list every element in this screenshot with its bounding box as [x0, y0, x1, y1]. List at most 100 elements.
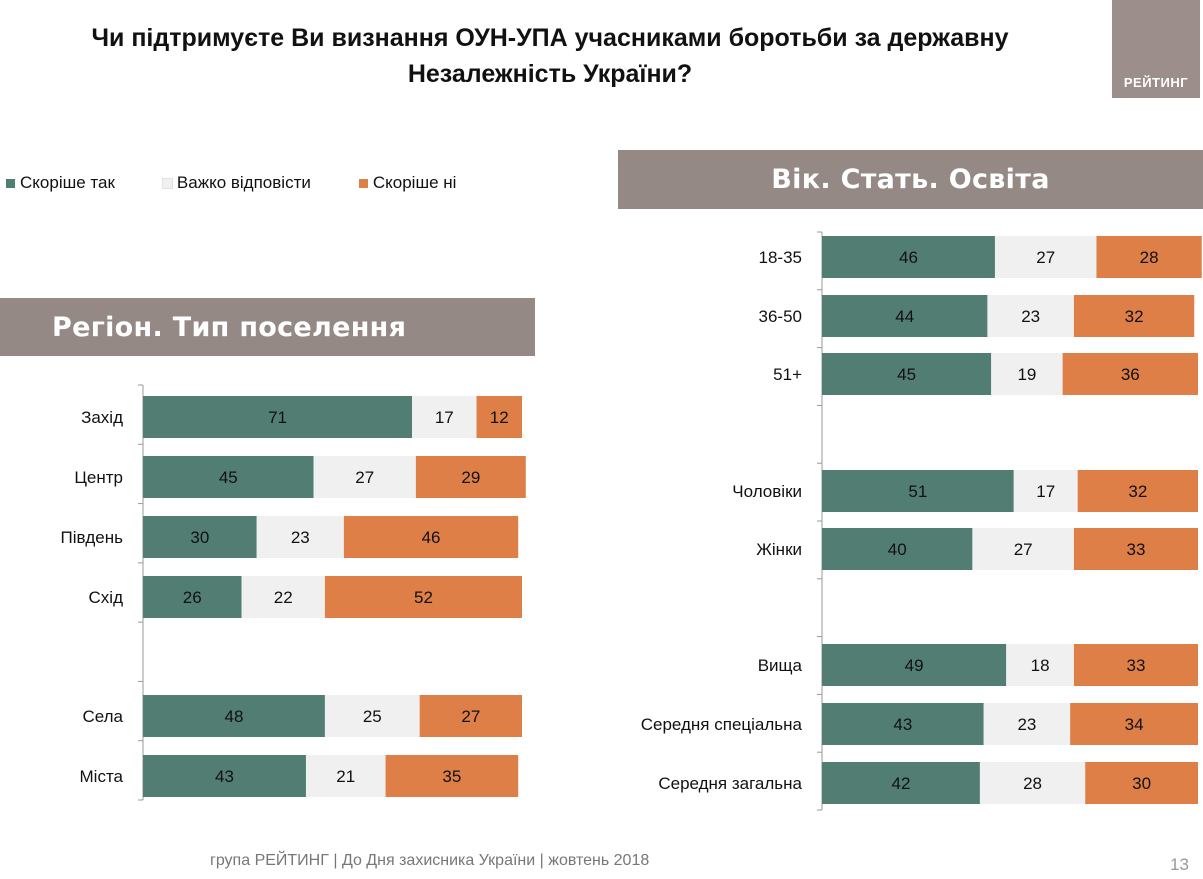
region-value-label: 46 [422, 528, 441, 547]
demo-bar-no [1070, 703, 1198, 745]
footer-text: група РЕЙТИНГ | До Дня захисника України… [210, 852, 650, 869]
demo-bar-hard [991, 353, 1063, 395]
demo-value-label: 34 [1125, 715, 1144, 734]
demo-value-label: 45 [897, 365, 916, 384]
region-bar-yes [143, 456, 314, 498]
demo-value-label: 49 [905, 656, 924, 675]
region-value-label: 52 [414, 588, 433, 607]
region-value-label: 71 [268, 408, 287, 427]
region-category-label: Села [82, 707, 123, 726]
demo-bar-hard [1013, 470, 1078, 512]
legend-item-no: Скоріше ні [358, 173, 457, 193]
region-category-label: Південь [61, 528, 124, 547]
demo-category-label: Середня загальна [658, 774, 802, 793]
demo-value-label: 19 [1017, 365, 1036, 384]
region-value-label: 23 [291, 528, 310, 547]
region-value-label: 12 [490, 408, 509, 427]
demo-value-label: 28 [1023, 774, 1042, 793]
demo-bar-yes [822, 295, 988, 337]
demo-value-label: 23 [1021, 307, 1040, 326]
demo-bar-no [1073, 295, 1195, 337]
rating-logo: РЕЙТИНГ [1112, 0, 1200, 98]
demo-bar-no [1096, 236, 1202, 278]
demo-bar-no [1062, 353, 1198, 395]
region-value-label: 29 [461, 468, 480, 487]
region-bar-hard [305, 755, 386, 797]
region-bar-no [324, 576, 522, 618]
demo-value-label: 28 [1140, 248, 1159, 267]
legend-label-hard: Важко відповісти [176, 173, 311, 192]
demo-bar-yes [822, 470, 1014, 512]
region-value-label: 21 [336, 767, 355, 786]
demo-bar-no [1073, 644, 1198, 686]
region-bar-no [419, 695, 522, 737]
region-bar-hard [256, 516, 344, 558]
demo-bar-no [1073, 528, 1198, 570]
demo-category-label: Чоловіки [732, 482, 802, 501]
region-bar-yes [143, 516, 257, 558]
region-bar-hard [241, 576, 325, 618]
title-line-1: Чи підтримуєте Ви визнання ОУН-УПА учасн… [91, 24, 1009, 52]
legend-item-yes: Скоріше так [6, 173, 115, 193]
legend-swatch-yes [6, 178, 15, 188]
banner-region: Регіон. Тип поселення [0, 298, 535, 356]
demo-bar-hard [994, 236, 1097, 278]
demo-bar-hard [972, 528, 1074, 570]
region-bar-hard [324, 695, 420, 737]
demo-bar-hard [979, 762, 1086, 804]
region-value-label: 27 [461, 707, 480, 726]
legend: Скоріше так Важко відповісти Скоріше ні [6, 173, 504, 193]
region-value-label: 27 [355, 468, 374, 487]
region-bar-no [476, 396, 522, 438]
title-line-2: Незалежність України? [407, 60, 693, 88]
demo-value-label: 33 [1126, 656, 1145, 675]
region-value-label: 35 [442, 767, 461, 786]
region-value-label: 25 [363, 707, 382, 726]
demo-bar-yes [822, 236, 995, 278]
region-category-label: Захід [81, 408, 123, 427]
demo-value-label: 18 [1031, 656, 1050, 675]
demo-value-label: 23 [1017, 715, 1036, 734]
region-bar-no [415, 456, 526, 498]
region-value-label: 22 [274, 588, 293, 607]
demo-bar-hard [1006, 644, 1074, 686]
page-number: 13 [1170, 855, 1189, 874]
region-value-label: 26 [183, 588, 202, 607]
legend-label-no: Скоріше ні [372, 173, 457, 192]
demo-bar-hard [987, 295, 1074, 337]
region-bar-yes [143, 576, 242, 618]
region-bar-yes [143, 396, 413, 438]
demo-category-label: Жінки [756, 540, 802, 559]
region-bar-no [385, 755, 519, 797]
region-bar-hard [412, 396, 477, 438]
demo-category-label: 51+ [773, 365, 802, 384]
demo-bar-yes [822, 762, 980, 804]
demo-category-label: 18-35 [759, 248, 802, 267]
region-value-label: 43 [215, 767, 234, 786]
demo-value-label: 27 [1036, 248, 1055, 267]
legend-label-yes: Скоріше так [20, 173, 115, 192]
region-bar-no [343, 516, 519, 558]
legend-swatch-no [358, 178, 368, 188]
demo-bar-yes [822, 644, 1007, 686]
region-category-label: Центр [74, 468, 123, 487]
region-value-label: 30 [190, 528, 209, 547]
demo-value-label: 42 [891, 774, 910, 793]
demo-value-label: 36 [1121, 365, 1140, 384]
region-category-label: Міста [80, 767, 124, 786]
region-bar-yes [143, 695, 325, 737]
demo-value-label: 33 [1126, 540, 1145, 559]
demo-value-label: 43 [893, 715, 912, 734]
demo-value-label: 51 [908, 482, 927, 501]
demo-category-label: 36-50 [759, 307, 802, 326]
demo-bar-yes [822, 353, 992, 395]
demo-bar-no [1077, 470, 1198, 512]
chart-title: Чи підтримуєте Ви визнання ОУН-УПА учасн… [30, 20, 1070, 92]
region-value-label: 45 [219, 468, 238, 487]
demo-bar-no [1085, 762, 1198, 804]
region-value-label: 17 [435, 408, 454, 427]
demo-value-label: 32 [1128, 482, 1147, 501]
region-value-label: 48 [224, 707, 243, 726]
region-category-label: Схід [89, 588, 124, 607]
demo-bar-yes [822, 703, 984, 745]
